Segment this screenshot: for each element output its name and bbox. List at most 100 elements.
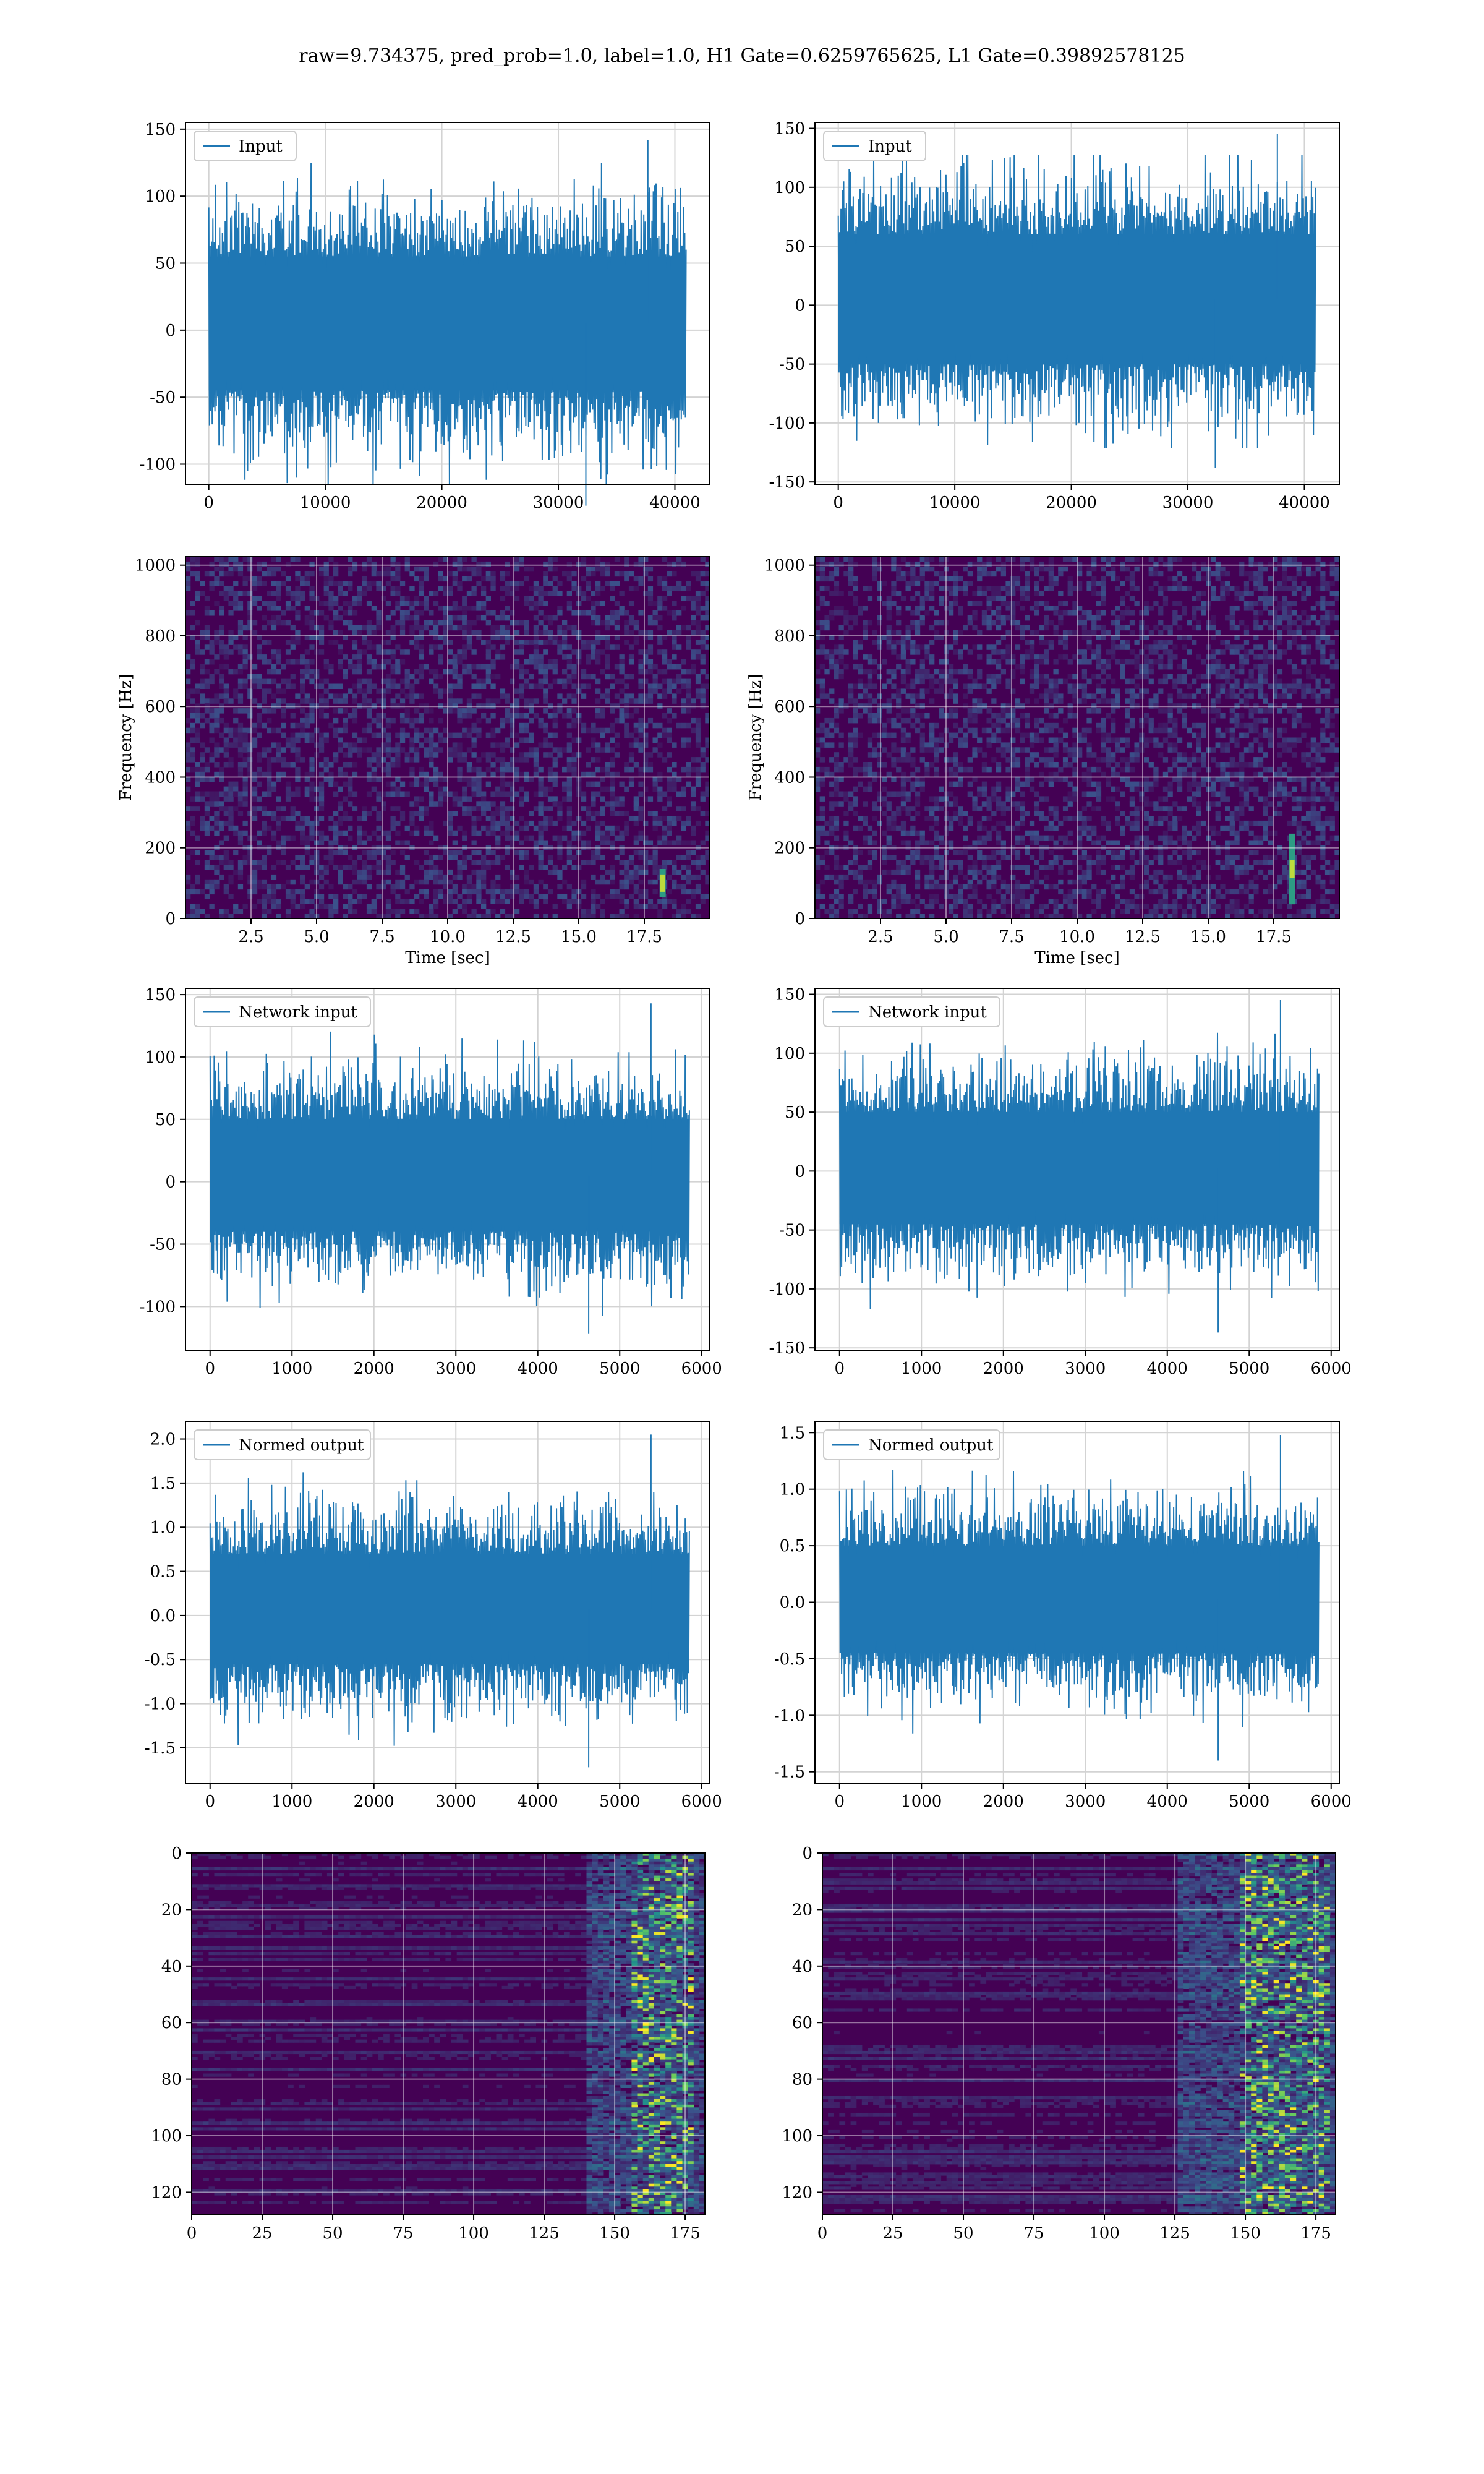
heatmap-cell <box>529 899 534 904</box>
heatmap-cell <box>285 909 291 914</box>
heatmap-cell <box>399 596 406 601</box>
heatmap-cell <box>853 698 858 704</box>
heatmap-cell <box>838 874 844 880</box>
heatmap-cell <box>195 737 200 743</box>
heatmap-cell <box>834 713 840 719</box>
heatmap-cell <box>972 860 978 865</box>
heatmap-cell <box>419 781 424 787</box>
heatmap-cell <box>338 659 343 665</box>
heatmap-cell <box>834 561 840 567</box>
heatmap-cell <box>195 688 200 694</box>
heatmap-cell <box>543 708 548 714</box>
heatmap-cell <box>514 909 520 914</box>
heatmap-cell <box>271 727 277 734</box>
heatmap-cell <box>390 791 396 797</box>
heatmap-cell <box>891 879 897 885</box>
heatmap-cell <box>385 899 391 904</box>
heatmap-cell <box>834 825 840 831</box>
heatmap-cell <box>352 654 358 660</box>
heatmap-cell <box>986 708 992 714</box>
heatmap-cell <box>424 811 429 816</box>
heatmap-cell <box>223 835 229 841</box>
heatmap-cell <box>686 865 691 870</box>
heatmap-cell <box>963 664 968 670</box>
heatmap-cell <box>900 786 906 792</box>
heatmap-cell <box>867 771 873 777</box>
heatmap-cell <box>500 806 506 811</box>
heatmap-cell <box>905 840 911 845</box>
heatmap-cell <box>610 596 615 601</box>
heatmap-cell <box>586 596 591 601</box>
heatmap-cell <box>919 620 925 626</box>
heatmap-cell <box>514 820 520 826</box>
heatmap-cell <box>967 683 973 689</box>
heatmap-cell <box>643 557 649 562</box>
heatmap-cell <box>257 752 262 758</box>
heatmap-cell <box>267 850 272 855</box>
heatmap-cell <box>514 850 520 855</box>
heatmap-cell <box>867 904 873 909</box>
heatmap-cell <box>223 722 229 729</box>
heatmap-cell <box>647 669 654 675</box>
heatmap-cell <box>834 835 840 841</box>
heatmap-cell <box>667 786 672 792</box>
heatmap-cell <box>819 649 825 655</box>
heatmap-cell <box>318 683 325 689</box>
heatmap-cell <box>672 904 677 909</box>
heatmap-cell <box>333 835 339 841</box>
heatmap-cell <box>366 678 372 685</box>
heatmap-cell <box>190 727 195 734</box>
heatmap-cell <box>318 713 325 719</box>
heatmap-cell <box>972 615 978 621</box>
heatmap-cell <box>357 596 362 601</box>
heatmap-cell <box>581 909 587 914</box>
heatmap-cell <box>672 860 677 865</box>
heatmap-cell <box>853 601 858 606</box>
heatmap-cell <box>452 747 458 753</box>
heatmap-cell <box>233 850 239 855</box>
heatmap-cell <box>390 654 396 660</box>
axes-frame <box>185 556 710 919</box>
heatmap-cell <box>219 678 224 685</box>
heatmap-cell <box>647 762 654 768</box>
heatmap-cell <box>385 615 391 621</box>
heatmap-cell <box>390 781 396 787</box>
heatmap-cell <box>285 781 291 787</box>
heatmap-cell <box>500 644 506 650</box>
heatmap-cell <box>510 796 515 802</box>
heatmap-cell <box>858 914 863 919</box>
heatmap-cell <box>829 688 835 694</box>
heatmap-cell <box>376 860 382 865</box>
heatmap-cell <box>877 879 882 885</box>
heatmap-cell <box>304 713 310 719</box>
heatmap-cell <box>481 865 487 870</box>
heatmap-cell <box>695 781 701 787</box>
heatmap-cell <box>433 620 439 626</box>
heatmap-cell <box>318 566 325 572</box>
heatmap-cell <box>490 830 496 836</box>
heatmap-cell <box>676 678 682 685</box>
heatmap-cell <box>891 717 897 724</box>
heatmap-cell <box>438 776 443 782</box>
heatmap-cell <box>462 752 467 758</box>
heatmap-cell <box>404 649 410 655</box>
heatmap-cell <box>318 835 325 841</box>
heatmap-cell <box>357 879 362 885</box>
heatmap-cell <box>190 884 195 890</box>
heatmap-cell <box>242 649 248 655</box>
heatmap-cell <box>200 664 205 670</box>
heatmap-cell <box>333 640 339 645</box>
heatmap-cell <box>566 796 572 802</box>
heatmap-cell <box>624 830 629 836</box>
heatmap-cell <box>686 879 691 885</box>
heatmap-cell <box>838 703 844 709</box>
heatmap-cell <box>667 561 672 567</box>
heatmap-cell <box>500 688 506 694</box>
heatmap-cell <box>314 904 320 909</box>
heatmap-cell <box>552 576 558 582</box>
heatmap-cell <box>233 693 239 699</box>
heatmap-cell <box>586 771 591 777</box>
heatmap-cell <box>858 879 863 885</box>
heatmap-cell <box>414 640 420 645</box>
heatmap-cell <box>929 678 935 685</box>
